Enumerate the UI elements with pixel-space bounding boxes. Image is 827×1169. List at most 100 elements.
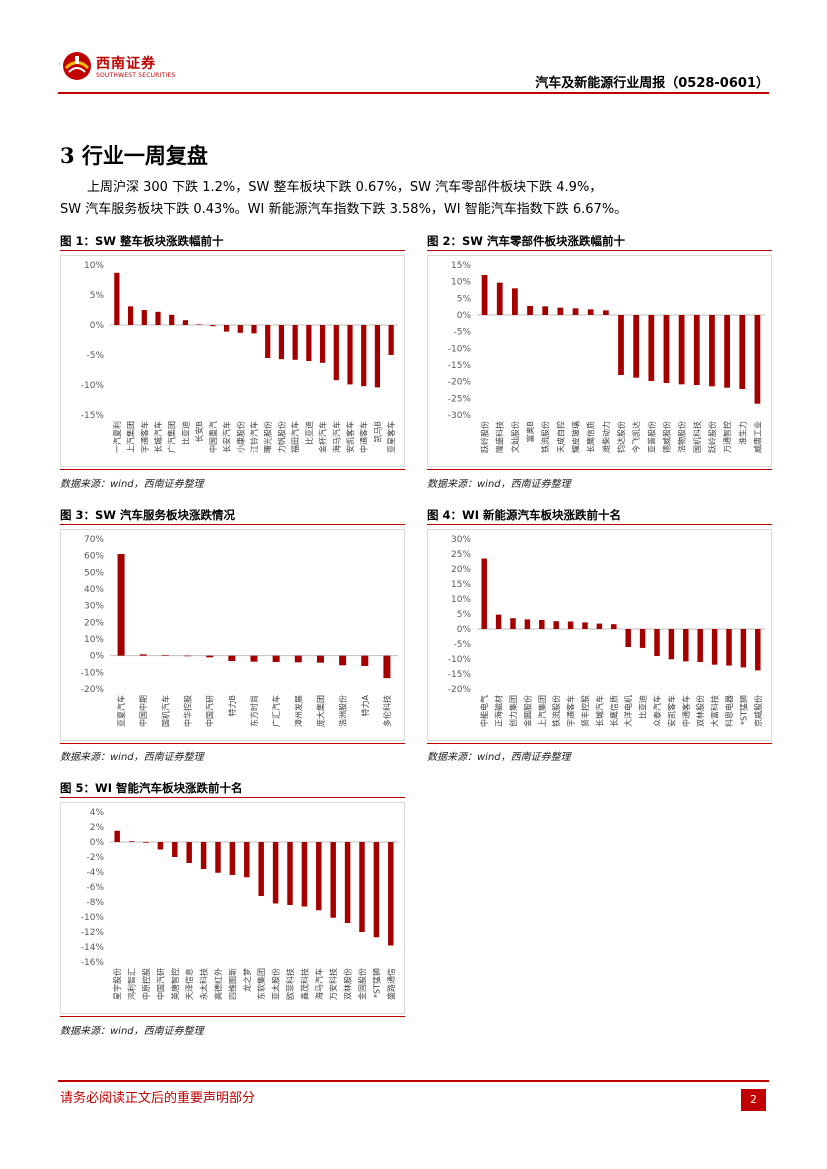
fig3-bar xyxy=(316,655,324,663)
fig4-ytick-label: -5% xyxy=(453,640,471,650)
fig1-category-label: 中通客车 xyxy=(359,421,369,453)
fig2-frame xyxy=(427,255,772,467)
fig4-bar xyxy=(510,618,516,629)
fig5-category-label: 中国汽研 xyxy=(155,968,165,1000)
fig3-ytick-label: 20% xyxy=(84,618,104,628)
fig5-ytick-label: -8% xyxy=(86,898,104,908)
fig4-bar xyxy=(596,623,603,629)
fig5-bottom-rule xyxy=(60,1016,405,1017)
fig4-chart: 30% 25% 20% 15% 10% 5% 0% -5% -10% -15% -20% 中能电气 正海… xyxy=(427,529,772,741)
fig3-ytick-label: -10% xyxy=(81,668,105,678)
fig5-bar xyxy=(186,842,192,863)
fig1-category-label: 力帆股份 xyxy=(276,421,286,453)
fig5-rule xyxy=(60,797,405,798)
fig3-ytick-label: 60% xyxy=(84,552,104,562)
fig5-bar xyxy=(258,842,264,896)
fig2-bottom-rule xyxy=(427,469,772,470)
fig3-category-label: 庞大集团 xyxy=(315,695,325,727)
fig4-ytick-label: 15% xyxy=(451,580,471,590)
fig4-ytick-label: 30% xyxy=(451,535,471,545)
fig2-source: 数据来源：wind，西南证券整理 xyxy=(427,479,571,490)
fig3-ytick-label: 0% xyxy=(90,652,105,662)
fig3-bar xyxy=(161,655,169,656)
fig3-caption: 图 3：SW 汽车服务板块涨跌情况 xyxy=(60,508,235,522)
fig5-bar xyxy=(359,842,365,932)
fig5-category-label: 东软集团 xyxy=(256,968,266,1000)
fig4-category-label: 众泰汽车 xyxy=(652,695,662,727)
fig2-category-label: 跃岭股份 xyxy=(707,421,717,453)
fig4-category-label: 科恩电器 xyxy=(724,695,734,727)
fig1-bottom-rule xyxy=(60,469,405,470)
fig3-category-label: 中国汽研 xyxy=(205,695,215,727)
fig1-category-label: 长安汽车 xyxy=(222,421,232,453)
fig3-rule xyxy=(60,524,405,525)
fig1-bar xyxy=(155,311,161,325)
fig5-category-label: 鑫茂科技 xyxy=(299,968,309,1000)
fig2-bar xyxy=(633,315,640,378)
fig3-category-label: 特力B xyxy=(227,695,237,717)
fig3-frame xyxy=(60,529,405,741)
fig2-bar xyxy=(602,310,609,315)
fig5-ytick-label: -12% xyxy=(81,928,105,938)
fig3-category-label: 东方时尚 xyxy=(249,695,259,727)
fig1-category-label: 广汽集团 xyxy=(167,421,177,453)
fig4-category-label: 中能电气 xyxy=(479,695,489,727)
fig1-category-label: 上汽集团 xyxy=(126,421,136,453)
fig1-ytick-label: -15% xyxy=(81,411,105,421)
fig1-frame xyxy=(60,255,405,467)
fig3-category-label: 特力A xyxy=(360,694,370,716)
fig2-category-label: 隆盛科技 xyxy=(495,421,505,453)
fig1-bar xyxy=(319,325,326,363)
fig5-svg: 4% 2% 0% -2% -4% -6% -8% -10% -12% -14% -16% 星宇股份 鸿利… xyxy=(60,802,405,1014)
fig5-bar xyxy=(114,830,120,842)
fig4-frame xyxy=(427,529,772,741)
fig2-bar xyxy=(678,315,685,385)
fig4-category-label: 大富科技 xyxy=(710,695,720,727)
fig2-category-label: 文灿股份 xyxy=(510,421,520,453)
fig2-ytick-label: -20% xyxy=(448,378,472,388)
fig4-ytick-label: 25% xyxy=(451,550,471,560)
fig5-bar xyxy=(301,842,308,907)
fig5-source: 数据来源：wind，西南证券整理 xyxy=(60,1026,204,1037)
fig1-svg: 10%5%0%-5%-10%-15%一汽夏利 上汽集团 宇通客车 长城汽车 广汽集团 比亚… xyxy=(60,255,405,467)
fig4-bar xyxy=(726,629,732,666)
fig5-category-label: 万安科技 xyxy=(328,968,338,1000)
fig5-category-label: 双林股份 xyxy=(343,968,353,1000)
fig5-ytick-label: 4% xyxy=(90,808,105,818)
fig4-bar xyxy=(654,629,660,656)
fig3-category-label: 广汇汽车 xyxy=(271,695,281,727)
fig4-rule xyxy=(427,524,772,525)
company-logo: 西南证券 SOUTHWEST SECURITIES xyxy=(62,50,192,84)
fig4-category-label: 长城汽车 xyxy=(594,695,604,727)
fig4-bar xyxy=(697,629,703,662)
fig1-caption: 图 1：SW 整车板块涨跌幅前十 xyxy=(60,234,224,248)
fig4-category-label: 宇通客车 xyxy=(566,695,576,727)
fig5-bar xyxy=(330,842,336,918)
fig4-category-label: 比亚迪 xyxy=(638,695,648,719)
fig2-bar xyxy=(618,315,624,375)
fig4-category-label: 铁流股份 xyxy=(551,695,561,727)
fig3-ytick-label: 30% xyxy=(84,602,104,612)
fig5-category-label: 海马汽车 xyxy=(314,968,324,1000)
fig1-bar xyxy=(141,310,147,325)
fig3-ytick-label: 10% xyxy=(84,635,104,645)
fig2-category-label: 今飞凯达 xyxy=(631,421,641,453)
logo-name-en: SOUTHWEST SECURITIES xyxy=(96,72,176,79)
section-title: 3 行业一周复盘 xyxy=(60,143,208,168)
fig5-ytick-label: -10% xyxy=(81,913,105,923)
fig2-bar xyxy=(527,306,533,315)
fig1-rule xyxy=(60,250,405,251)
fig1-bar xyxy=(223,325,230,332)
fig2-category-label: 耀皮玻璃 xyxy=(571,421,581,453)
fig5-bar xyxy=(316,842,322,911)
fig2-bar xyxy=(709,315,715,387)
fig4-ytick-label: -15% xyxy=(448,670,472,680)
fig4-category-label: *ST猛狮 xyxy=(738,695,748,725)
fig2-bar xyxy=(587,309,594,315)
fig1-category-label: 江铃汽车 xyxy=(249,421,259,453)
fig2-chart: 15% 10% 5% 0% -5% -10% -15% -20% -25% -30% 跃岭股份 隆盛科… xyxy=(427,255,772,467)
logo-icon xyxy=(63,52,91,80)
fig5-category-label: 欧菲科技 xyxy=(285,968,295,1000)
fig5-bar xyxy=(344,842,351,923)
fig2-category-label: 铁流股份 xyxy=(540,421,550,453)
